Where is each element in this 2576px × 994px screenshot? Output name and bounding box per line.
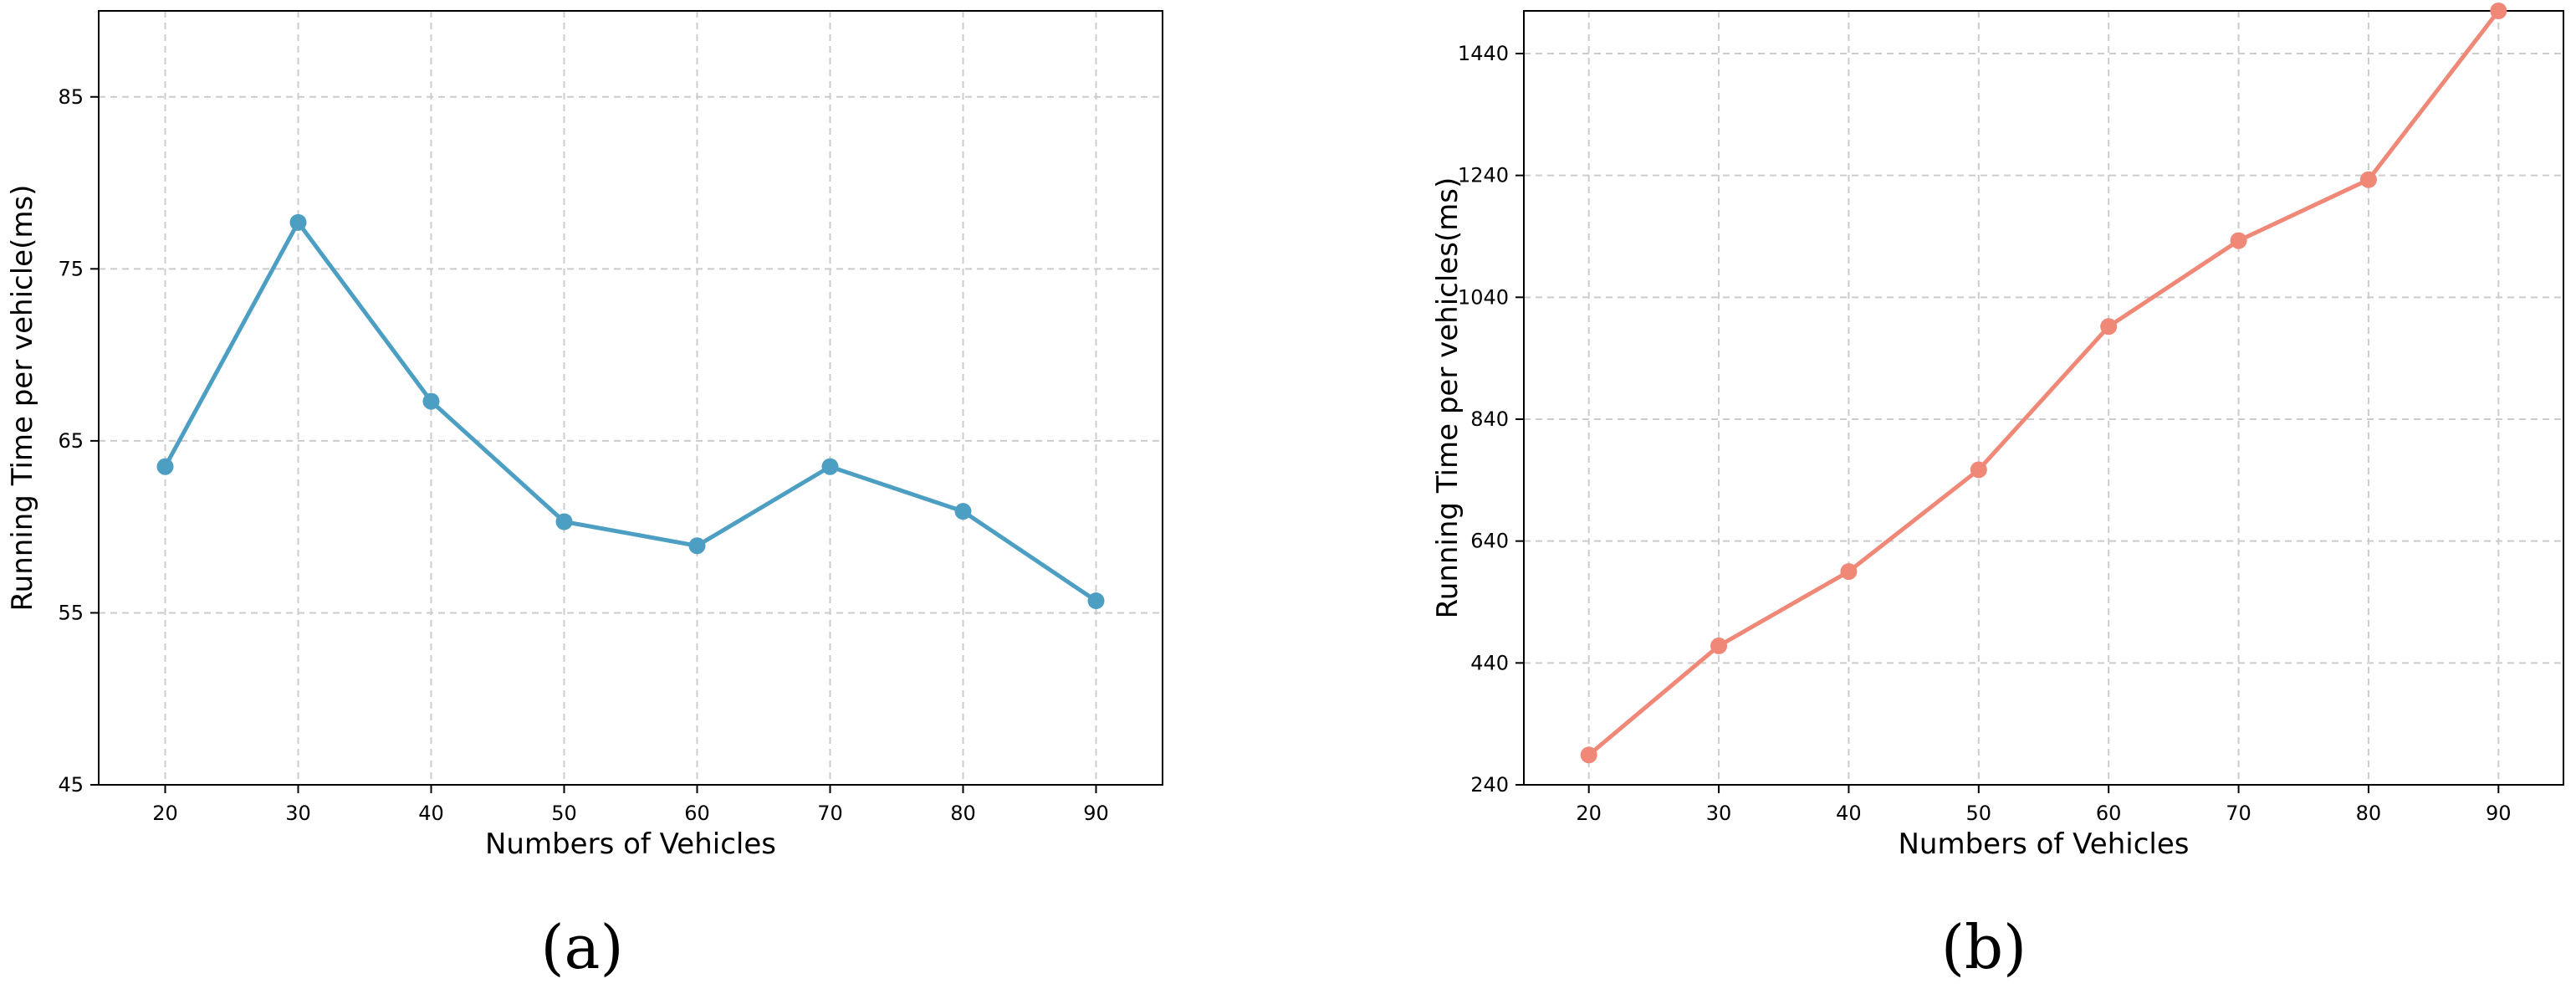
data-point: [2230, 232, 2247, 249]
data-point: [688, 537, 706, 555]
series-line: [163, 220, 1097, 603]
y-tick-label: 75: [58, 257, 84, 280]
x-axis-label: Numbers of Vehicles: [1899, 827, 2190, 861]
y-tick-label: 65: [58, 429, 84, 453]
y-tick-label: 1240: [1458, 164, 1509, 187]
chart-a: 20 30 40 50 60 70 80 90 45 55 65 75 85 Numbers of Veh…: [6, 10, 1163, 861]
y-tick-label: 840: [1470, 407, 1509, 431]
data-point: [1580, 746, 1597, 764]
y-tick-label: 55: [58, 601, 84, 624]
x-tick-label: 30: [1706, 802, 1732, 825]
plot-frame: [98, 10, 1163, 786]
x-tick-label: 20: [1576, 802, 1602, 825]
data-point: [954, 503, 972, 520]
x-axis-label: Numbers of Vehicles: [485, 827, 776, 861]
data-point: [821, 458, 839, 475]
data-point: [1970, 461, 1987, 479]
data-point: [1840, 563, 1858, 581]
x-tick-label: 30: [285, 802, 311, 825]
data-point: [156, 458, 174, 475]
y-tick-label: 45: [58, 773, 84, 797]
y-tick-label: 240: [1470, 773, 1509, 797]
y-tick-label: 85: [58, 85, 84, 109]
y-axis-label: Running Time per vehicle(ms): [6, 185, 39, 612]
x-tick-label: 70: [2226, 802, 2251, 825]
plot-frame: [1523, 10, 2564, 786]
x-tick-label: 60: [2096, 802, 2122, 825]
data-point: [289, 213, 307, 231]
x-tick-label: 40: [1836, 802, 1862, 825]
data-point: [2100, 318, 2118, 336]
x-tick-label: 60: [684, 802, 710, 825]
series-line: [1587, 9, 2501, 757]
data-point: [1087, 592, 1105, 610]
y-tick-label: 1040: [1458, 285, 1509, 309]
x-tick-label: 90: [1083, 802, 1109, 825]
data-point: [555, 513, 573, 530]
caption-a: (a): [540, 912, 624, 982]
caption-b: (b): [1940, 912, 2027, 982]
data-point: [2359, 171, 2377, 188]
x-tick-label: 80: [950, 802, 976, 825]
x-tick-label: 70: [817, 802, 843, 825]
y-tick-label: 1440: [1458, 42, 1509, 65]
data-point: [2490, 3, 2507, 19]
x-tick-label: 50: [1966, 802, 1992, 825]
data-point: [422, 392, 440, 410]
x-tick-label: 80: [2356, 802, 2382, 825]
data-point: [1710, 637, 1728, 654]
chart-b: 20 30 40 50 60 70 80 90 240 440 640 840 1040 1240 1440…: [1431, 3, 2564, 861]
x-tick-label: 50: [551, 802, 577, 825]
y-tick-label: 440: [1470, 651, 1509, 674]
y-axis-label: Running Time per vehicles(ms): [1431, 177, 1464, 619]
x-tick-label: 20: [152, 802, 178, 825]
y-tick-label: 640: [1470, 530, 1509, 553]
x-tick-label: 90: [2486, 802, 2512, 825]
x-tick-label: 40: [418, 802, 444, 825]
